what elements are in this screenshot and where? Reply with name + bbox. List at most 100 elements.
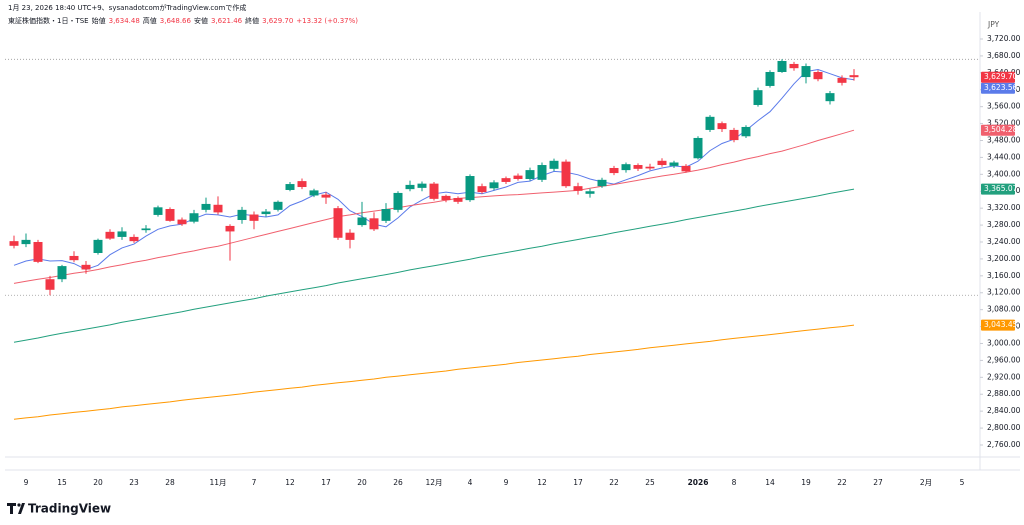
price-label-box: [981, 71, 1015, 83]
candle-body: [225, 225, 235, 232]
x-tick-label: 28: [165, 478, 175, 487]
currency: JPY: [987, 20, 1000, 29]
candle-body: [81, 264, 91, 270]
candle-body: [609, 167, 619, 174]
x-tick-label: 9: [504, 478, 509, 487]
legend-label: 終値: [245, 17, 260, 25]
candle-body: [57, 266, 67, 280]
candle-body: [369, 218, 379, 230]
candle-body: [357, 217, 367, 226]
price-label-box: [981, 124, 1015, 136]
y-tick-label: 2,880.00: [987, 389, 1021, 398]
candle-body: [837, 77, 847, 83]
candle-body: [105, 231, 115, 239]
y-tick-label: 2,960.00: [987, 355, 1021, 364]
y-tick-label: 3,520.00: [987, 119, 1021, 128]
ma-line: [13, 324, 855, 420]
candle-body: [93, 239, 103, 253]
candle-body: [177, 219, 187, 225]
ma-line: [13, 68, 855, 271]
candle-body: [297, 181, 307, 188]
candle-body: [393, 192, 403, 210]
x-tick-label: 25: [645, 478, 655, 487]
ohlc-legend: 東証株価指数・1日・TSE 始値 3,634.48 高値 3,648.66 安値 3,621…: [8, 16, 361, 26]
candle-body: [645, 166, 655, 169]
candle-body: [237, 209, 247, 221]
y-tick-label: 3,560.00: [987, 102, 1021, 111]
price-label: 3,043.45: [984, 320, 1018, 329]
candle-body: [321, 194, 331, 198]
legend-label: 高値: [142, 17, 157, 25]
legend-value: 3,621.46: [210, 17, 243, 25]
legend-value: 3,634.48: [108, 17, 140, 25]
candle-body: [717, 123, 727, 130]
x-tick-label: 26: [393, 478, 403, 487]
y-tick-label: 2,800.00: [987, 423, 1021, 432]
candle-body: [405, 184, 415, 190]
x-tick-label: 14: [765, 478, 775, 487]
logo-text: TradingView: [28, 502, 111, 516]
candle-body: [69, 255, 79, 261]
candle-body: [429, 183, 439, 199]
candle-body: [465, 176, 475, 201]
candle-body: [825, 93, 835, 102]
price-label: 3,623.56: [984, 83, 1018, 92]
symbol-title: 東証株価指数・1日・TSE: [8, 17, 89, 25]
candle-body: [729, 129, 739, 141]
y-tick-label: 3,160.00: [987, 271, 1021, 280]
candle-body: [501, 178, 511, 182]
candle-body: [333, 208, 343, 238]
candle-body: [681, 165, 691, 172]
candle-body: [417, 183, 427, 188]
x-tick-label: 7: [252, 478, 257, 487]
x-tick-label: 12: [285, 478, 295, 487]
candle-body: [585, 191, 595, 194]
candle-body: [741, 126, 751, 137]
y-tick-label: 3,720.00: [987, 34, 1021, 43]
candle-body: [657, 160, 667, 166]
x-tick-label: 2026: [688, 478, 709, 487]
y-tick-label: 3,120.00: [987, 288, 1021, 297]
y-tick-label: 3,320.00: [987, 203, 1021, 212]
price-label-box: [981, 82, 1015, 94]
candle-body: [705, 116, 715, 130]
x-tick-label: 22: [837, 478, 847, 487]
candle-body: [9, 241, 19, 246]
candle-body: [849, 75, 859, 78]
candle-body: [33, 241, 43, 262]
candle-body: [669, 162, 679, 166]
logo: TradingView: [7, 502, 111, 516]
y-tick-label: 3,400.00: [987, 169, 1021, 178]
candle-body: [45, 279, 55, 290]
x-tick-label: 19: [801, 478, 811, 487]
attribution: 1月 23, 2026 18:40 UTC+9、sysanadotcomがTra…: [8, 4, 247, 12]
logo-mark: [18, 503, 25, 514]
candle-body: [117, 231, 127, 237]
legend-change: +13.32 (+0.37%): [296, 17, 358, 25]
candle-body: [801, 66, 811, 78]
candle-body: [789, 63, 799, 69]
candle-body: [477, 186, 487, 193]
candle-body: [285, 184, 295, 190]
candle-body: [189, 213, 199, 222]
candle-body: [513, 175, 523, 179]
price-label: 3,365.07: [984, 184, 1018, 193]
y-tick-label: 3,240.00: [987, 237, 1021, 246]
candle-body: [777, 60, 787, 72]
y-tick-label: 3,200.00: [987, 254, 1021, 263]
candle-body: [345, 232, 355, 240]
x-tick-label: 11月: [209, 478, 226, 487]
x-tick-label: 5: [960, 478, 965, 487]
price-label-box: [981, 183, 1015, 195]
x-tick-label: 4: [468, 478, 473, 487]
y-tick-label: 3,440.00: [987, 152, 1021, 161]
x-tick-label: 27: [873, 478, 883, 487]
x-tick-label: 2月: [920, 478, 932, 487]
candle-body: [633, 165, 643, 169]
x-tick-label: 8: [732, 478, 737, 487]
price-label: 3,504.28: [984, 125, 1018, 134]
logo-mark: [7, 503, 16, 514]
candle-body: [153, 207, 163, 215]
